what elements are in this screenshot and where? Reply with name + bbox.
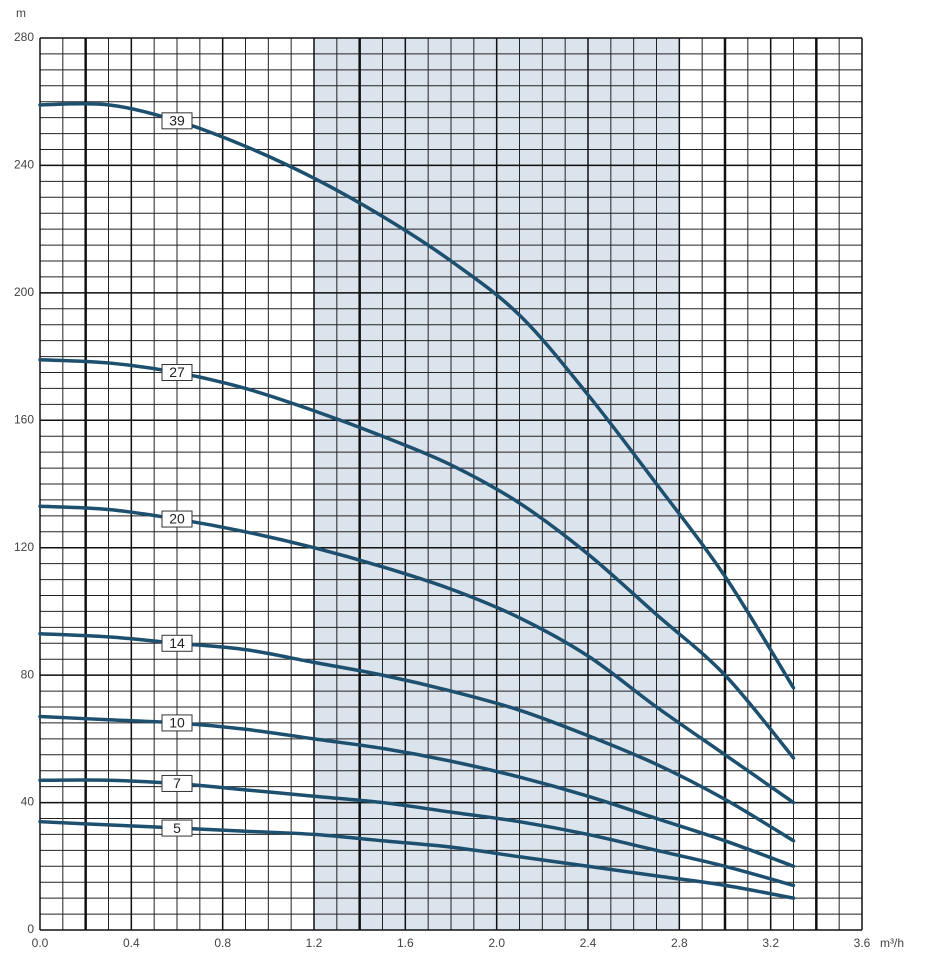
- x-tick-label: 0.0: [32, 936, 49, 950]
- curve-label: 27: [169, 364, 185, 380]
- x-tick-label: 1.2: [306, 936, 323, 950]
- y-tick-label: 120: [14, 540, 34, 554]
- curve-label: 7: [173, 775, 181, 791]
- curve-label-box: [161, 774, 193, 792]
- y-tick-label: 160: [14, 412, 34, 426]
- y-tick-label: 40: [21, 795, 35, 809]
- x-tick-label: 2.4: [580, 936, 597, 950]
- x-tick-label: 0.8: [214, 936, 231, 950]
- y-tick-label: 240: [14, 158, 34, 172]
- curve-label: 5: [173, 820, 181, 836]
- y-tick-label: 280: [14, 30, 34, 44]
- x-axis-label: m³/h: [880, 936, 904, 950]
- curve-label: 14: [169, 635, 185, 651]
- y-tick-label: 0: [27, 922, 34, 936]
- x-tick-label: 0.4: [123, 936, 140, 950]
- curve-label-box: [161, 510, 193, 528]
- x-tick-label: 2.8: [671, 936, 688, 950]
- y-axis-label: m: [16, 6, 26, 20]
- curve-label-box: [161, 364, 193, 381]
- curve-label: 20: [169, 511, 185, 527]
- y-tick-label: 80: [21, 667, 35, 681]
- curve-label: 39: [169, 113, 185, 129]
- curve-label: 10: [169, 715, 185, 731]
- x-tick-label: 3.6: [854, 936, 871, 950]
- x-tick-label: 1.6: [397, 936, 414, 950]
- curve-label-box: [161, 634, 193, 652]
- curve-label-box: [161, 112, 193, 130]
- x-tick-label: 3.2: [762, 936, 779, 950]
- curve-label-box: [161, 819, 193, 837]
- x-tick-label: 2.0: [488, 936, 505, 950]
- curve-label-box: [161, 714, 193, 732]
- y-tick-label: 200: [14, 285, 34, 299]
